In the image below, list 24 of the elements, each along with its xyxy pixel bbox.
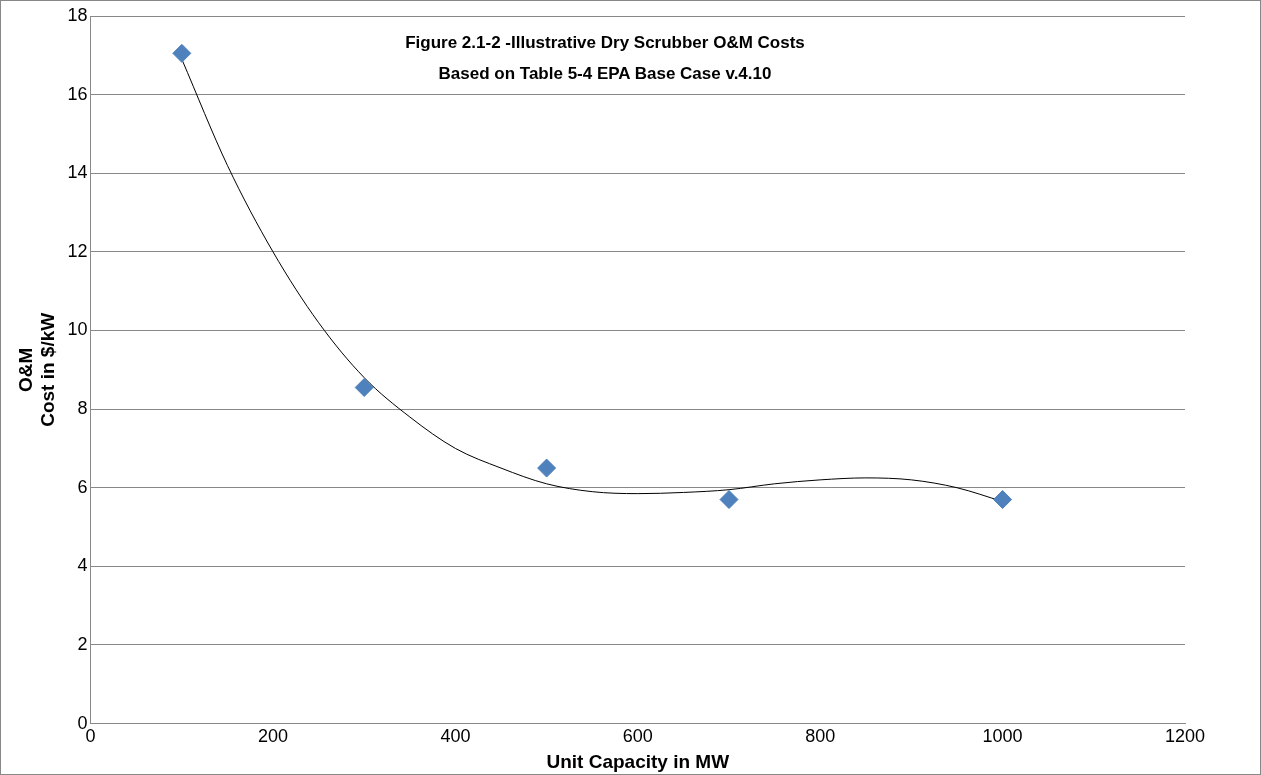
y-axis-title: O&M Cost in $/kW (14, 312, 59, 427)
text: Based on Table 5-4 EPA Base Case v.4.10 (438, 64, 772, 83)
y-tick-label: 4 (77, 555, 88, 576)
y-tick-label: 18 (67, 4, 88, 25)
y-tick-label: 2 (77, 633, 88, 654)
x-tick-label: 1000 (982, 726, 1023, 747)
y-tick-label: 8 (77, 398, 88, 419)
x-axis-title: Unit Capacity in MW (546, 750, 730, 772)
x-tick-label: 600 (622, 726, 653, 747)
point (354, 377, 374, 397)
y-tick-label: 10 (67, 319, 88, 340)
x-tick-label: 800 (805, 726, 836, 747)
x-tick-label: 200 (257, 726, 289, 747)
y-tick-label: 12 (67, 240, 88, 261)
point (537, 458, 557, 478)
point (172, 43, 192, 63)
x-tick-label: 400 (440, 726, 471, 747)
y-tick-label: 6 (77, 476, 88, 497)
y-tick-label: 16 (67, 83, 88, 104)
point (993, 490, 1013, 510)
text: Figure 2.1-2 -Illustrative Dry Scrubber O&M Costs (405, 33, 805, 52)
point (719, 490, 739, 510)
x-tick-label: 1200 (1164, 726, 1206, 747)
y-tick-label: 14 (67, 162, 88, 183)
